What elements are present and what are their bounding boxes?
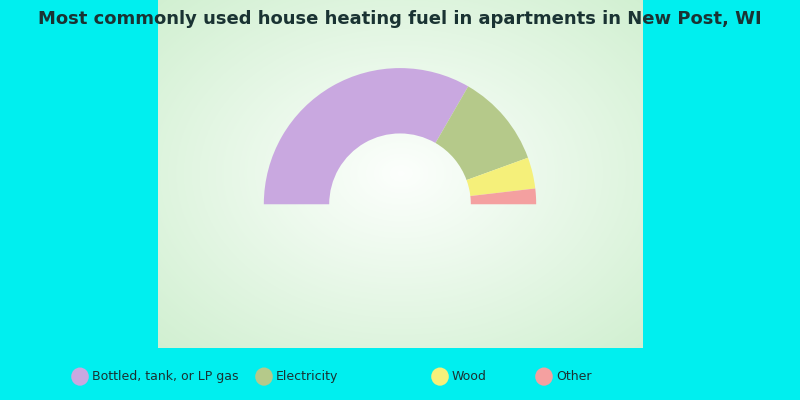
Wedge shape — [264, 68, 468, 204]
Text: Most commonly used house heating fuel in apartments in New Post, WI: Most commonly used house heating fuel in… — [38, 10, 762, 28]
Text: Wood: Wood — [452, 370, 487, 383]
Ellipse shape — [71, 368, 89, 386]
Text: Electricity: Electricity — [276, 370, 338, 383]
Ellipse shape — [535, 368, 553, 386]
Text: Other: Other — [556, 370, 591, 383]
Wedge shape — [466, 158, 535, 196]
Ellipse shape — [431, 368, 449, 386]
Text: Bottled, tank, or LP gas: Bottled, tank, or LP gas — [92, 370, 238, 383]
Wedge shape — [470, 188, 536, 204]
Wedge shape — [435, 86, 528, 180]
Ellipse shape — [255, 368, 273, 386]
